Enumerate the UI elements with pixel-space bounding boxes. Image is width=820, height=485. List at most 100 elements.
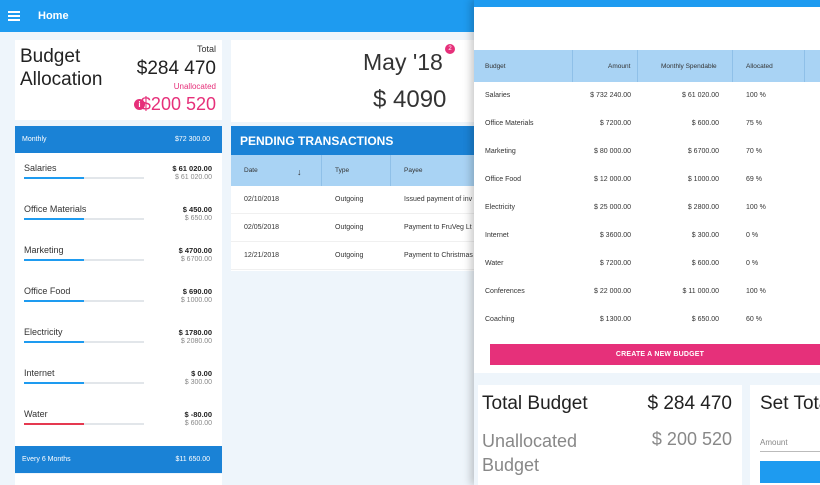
budget-item-budget: $ 2080.00	[180, 338, 212, 345]
budget-row-amount: $ 22 000.00	[594, 288, 631, 295]
budget-row[interactable]: Marketing $ 80 000.00 $ 6700.00 70 %	[474, 138, 820, 166]
pending-payee: Payment to FruVeg Lt	[404, 224, 472, 231]
pending-row[interactable]: 02/05/2018 Outgoing Payment to FruVeg Lt	[231, 214, 476, 242]
budget-row[interactable]: Coaching $ 1300.00 $ 650.00 60 %	[474, 306, 820, 334]
budget-row-amount: $ 732 240.00	[590, 92, 631, 99]
budget-row[interactable]: Conferences $ 22 000.00 $ 11 000.00 100 %	[474, 278, 820, 306]
amount-field-underline	[760, 451, 820, 452]
budget-item[interactable]: Water $ -80.00 $ 600.00	[15, 399, 222, 440]
budget-item-progress-track	[24, 259, 144, 261]
budget-item-name: Salaries	[24, 163, 57, 173]
budget-allocation-card: Budget Allocation Total $284 470 Unalloc…	[15, 40, 222, 120]
notification-badge[interactable]: 2	[445, 44, 455, 54]
pending-type: Outgoing	[335, 252, 364, 259]
budget-item[interactable]: Office Materials $ 450.00 $ 650.00	[15, 194, 222, 235]
budget-item-budget: $ 1000.00	[180, 297, 212, 304]
budget-row[interactable]: Electricity $ 25 000.00 $ 2800.00 100 %	[474, 194, 820, 222]
pending-date: 02/05/2018	[244, 224, 280, 231]
budget-row-name: Internet	[485, 232, 509, 239]
pending-payee: Payment to Christmas	[404, 252, 473, 259]
pending-row[interactable]: 02/10/2018 Outgoing Issued payment of inv	[231, 186, 476, 214]
page-title: Home	[38, 10, 69, 22]
budget-row-amount: $ 7200.00	[599, 120, 631, 127]
budget-item-progress-track	[24, 382, 144, 384]
budget-row-allocated: 70 %	[746, 148, 762, 155]
budget-item[interactable]: Marketing $ 4700.00 $ 6700.00	[15, 235, 222, 276]
budget-item[interactable]: Internet $ 0.00 $ 300.00	[15, 358, 222, 399]
budget-item-progress-track	[24, 300, 144, 302]
pending-transactions-title: PENDING TRANSACTIONS	[231, 126, 476, 155]
col-type[interactable]: Type	[335, 167, 350, 174]
budget-row[interactable]: Water $ 7200.00 $ 600.00 0 %	[474, 250, 820, 278]
budget-row[interactable]: Office Materials $ 7200.00 $ 600.00 75 %	[474, 110, 820, 138]
budget-item-progress-track	[24, 218, 144, 220]
budget-row[interactable]: Office Food $ 12 000.00 $ 1000.00 69 %	[474, 166, 820, 194]
budget-item[interactable]: Office Food $ 690.00 $ 1000.00	[15, 276, 222, 317]
budget-table: Budget Amount Monthly Spendable Allocate…	[474, 50, 820, 373]
budget-item-name: Water	[24, 409, 48, 419]
amount-field[interactable]: Amount	[760, 438, 788, 447]
budget-item-name: Office Food	[24, 286, 71, 296]
budget-item-spent: $ 690.00	[182, 287, 212, 296]
budget-item[interactable]: Salaries $ 61 020.00 $ 61 020.00	[15, 153, 222, 194]
create-new-budget-button[interactable]: CREATE A NEW BUDGET	[490, 344, 820, 365]
budget-row[interactable]: Internet $ 3600.00 $ 300.00 0 %	[474, 222, 820, 250]
budget-row-name: Water	[485, 260, 504, 267]
unallocated-value: $200 520	[140, 94, 216, 114]
info-icon[interactable]: i	[134, 99, 145, 110]
total-budget-label: Total Budget	[482, 393, 588, 414]
overlay-accent-bar	[474, 0, 820, 7]
budget-row-allocated: 100 %	[746, 288, 766, 295]
budget-row-name: Salaries	[485, 92, 511, 99]
col-amount[interactable]: Amount	[608, 63, 631, 70]
budget-item-budget: $ 61 020.00	[175, 174, 212, 181]
budget-row-name: Office Food	[485, 176, 522, 183]
budget-item-spent: $ 450.00	[182, 205, 212, 214]
every-6-months-header[interactable]: Every 6 Months $11 650.00	[15, 446, 222, 473]
budget-item-name: Electricity	[24, 327, 63, 337]
set-total-button[interactable]	[760, 461, 820, 483]
overlay-top	[474, 0, 820, 50]
budget-row-amount: $ 7200.00	[599, 260, 631, 267]
budget-row-amount: $ 12 000.00	[594, 176, 631, 183]
col-budget[interactable]: Budget	[485, 63, 506, 70]
budget-row-amount: $ 80 000.00	[594, 148, 631, 155]
budget-row-amount: $ 25 000.00	[594, 204, 631, 211]
total-budget-card: Total Budget $ 284 470 Unallocated Budge…	[478, 385, 742, 485]
budget-row-allocated: 100 %	[746, 92, 766, 99]
budget-row[interactable]: Salaries $ 732 240.00 $ 61 020.00 100 %	[474, 82, 820, 110]
budget-item-budget: $ 650.00	[184, 215, 212, 222]
budget-row-allocated: 60 %	[746, 316, 762, 323]
budget-row-name: Conferences	[485, 288, 525, 295]
col-date[interactable]: Date	[244, 167, 258, 174]
set-total-card: Set Tota Amount	[750, 385, 820, 485]
budget-item-spent: $ 1780.00	[178, 328, 212, 337]
sort-down-arrow-icon[interactable]: ↓	[297, 167, 302, 177]
budget-item-name: Office Materials	[24, 204, 87, 214]
budget-item-progress-fill	[24, 423, 84, 425]
monthly-header[interactable]: Monthly $72 300.00	[15, 126, 222, 153]
budget-item[interactable]: Electricity $ 1780.00 $ 2080.00	[15, 317, 222, 358]
pending-type: Outgoing	[335, 224, 364, 231]
allocation-heading: Budget Allocation	[20, 45, 102, 91]
pending-row[interactable]: 12/21/2018 Outgoing Payment to Christmas	[231, 242, 476, 270]
budget-row-spendable: $ 6700.00	[687, 148, 719, 155]
month-card: May '18 2 $ 4090	[231, 40, 476, 122]
hamburger-menu-icon[interactable]	[8, 11, 20, 21]
pending-table-header: Date ↓ Type Payee	[231, 155, 476, 186]
pending-type: Outgoing	[335, 196, 364, 203]
budget-row-spendable: $ 11 000.00	[682, 288, 719, 295]
col-allocated[interactable]: Allocated	[746, 63, 773, 70]
budget-item-budget: $ 6700.00	[180, 256, 212, 263]
budget-row-spendable: $ 600.00	[691, 260, 719, 267]
col-payee[interactable]: Payee	[404, 167, 423, 174]
budget-item-spent: $ 61 020.00	[172, 164, 212, 173]
col-monthly-spendable[interactable]: Monthly Spendable	[661, 63, 717, 70]
budget-row-amount: $ 3600.00	[599, 232, 631, 239]
budget-table-body: Salaries $ 732 240.00 $ 61 020.00 100 % Offi…	[474, 82, 820, 334]
allocation-title-line2: Allocation	[20, 69, 103, 90]
budget-item-progress-fill	[24, 382, 84, 384]
budget-row-spendable: $ 61 020.00	[682, 92, 719, 99]
budget-row-allocated: 75 %	[746, 120, 762, 127]
budget-item-progress-fill	[24, 259, 84, 261]
